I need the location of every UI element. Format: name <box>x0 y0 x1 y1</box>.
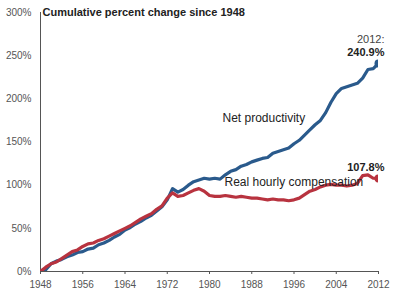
svg-text:1948: 1948 <box>29 279 52 290</box>
svg-text:Cumulative percent change sinc: Cumulative percent change since 1948 <box>43 6 245 18</box>
svg-text:107.8%: 107.8% <box>347 161 385 173</box>
svg-text:1988: 1988 <box>241 279 264 290</box>
svg-text:150%: 150% <box>6 136 32 147</box>
svg-text:0%: 0% <box>17 266 32 277</box>
svg-text:300%: 300% <box>6 7 32 18</box>
svg-text:Real hourly compensation: Real hourly compensation <box>225 175 364 189</box>
svg-text:1972: 1972 <box>156 279 179 290</box>
svg-text:2004: 2004 <box>325 279 348 290</box>
svg-text:200%: 200% <box>6 93 32 104</box>
svg-text:100%: 100% <box>6 179 32 190</box>
svg-text:50%: 50% <box>11 223 31 234</box>
svg-text:1996: 1996 <box>283 279 306 290</box>
svg-text:1956: 1956 <box>72 279 95 290</box>
svg-text:1980: 1980 <box>198 279 221 290</box>
svg-text:250%: 250% <box>6 50 32 61</box>
svg-text:1964: 1964 <box>114 279 137 290</box>
svg-text:2012:: 2012: <box>357 33 385 45</box>
svg-text:2012: 2012 <box>367 279 390 290</box>
svg-text:Net productivity: Net productivity <box>223 111 306 125</box>
svg-text:240.9%: 240.9% <box>347 46 385 58</box>
